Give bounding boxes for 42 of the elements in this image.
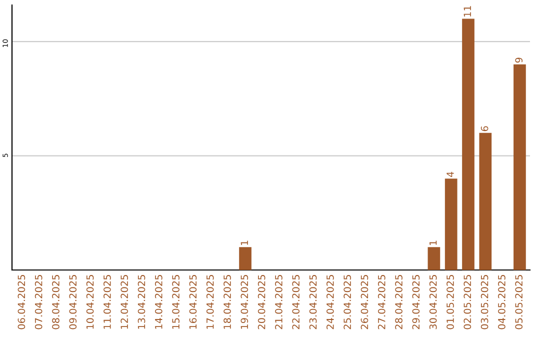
bar [514,64,526,270]
x-tick-label: 05.05.2025 [515,275,523,330]
bar [239,247,252,270]
x-tick-label: 13.04.2025 [138,275,146,329]
x-tick-label: 20.04.2025 [258,275,266,330]
x-tick-label: 23.04.2025 [309,275,317,330]
x-tick-label: 17.04.2025 [206,275,214,329]
x-tick-label: 04.05.2025 [498,275,506,330]
x-tick-label: 28.04.2025 [395,275,402,330]
x-tick-label: 19.04.2025 [240,275,248,329]
x-tick-label: 07.04.2025 [34,275,42,330]
x-tick-label: 02.05.2025 [464,275,472,330]
x-tick-label: 03.05.2025 [480,275,488,330]
data-label: 11 [464,6,471,16]
x-tick-label: 11.04.2025 [104,275,111,329]
data-label: 6 [480,126,488,132]
x-tick-label: 21.04.2025 [275,275,282,330]
x-tick-label: 30.04.2025 [429,275,437,330]
data-label: 9 [515,58,523,63]
x-tick-label: 22.04.2025 [292,275,300,330]
data-label: 4 [446,172,454,178]
bar [444,178,458,270]
x-tick-label: 26.04.2025 [360,275,368,330]
data-label: 1 [240,240,248,245]
x-tick-label: 14.04.2025 [154,275,162,329]
x-tick-label: 10.04.2025 [86,275,94,329]
x-tick-label: 25.04.2025 [344,275,352,330]
x-tick-label: 16.04.2025 [189,275,197,329]
x-tick-label: 12.04.2025 [120,275,128,329]
bar [428,247,440,270]
x-tick-label: 06.04.2025 [18,275,26,330]
x-tick-label: 18.04.2025 [224,275,231,329]
x-tick-label: 27.04.2025 [378,275,386,330]
x-tick-label: 15.04.2025 [172,275,180,329]
x-tick-label: 08.04.2025 [52,275,60,330]
data-label: 1 [430,240,437,245]
x-tick-label: 01.05.2025 [446,275,454,330]
bar [479,132,492,270]
x-tick-label: 24.04.2025 [326,275,334,330]
x-tick-label: 29.04.2025 [412,275,420,330]
bar [462,18,474,270]
x-tick-label: 09.04.2025 [69,275,77,330]
